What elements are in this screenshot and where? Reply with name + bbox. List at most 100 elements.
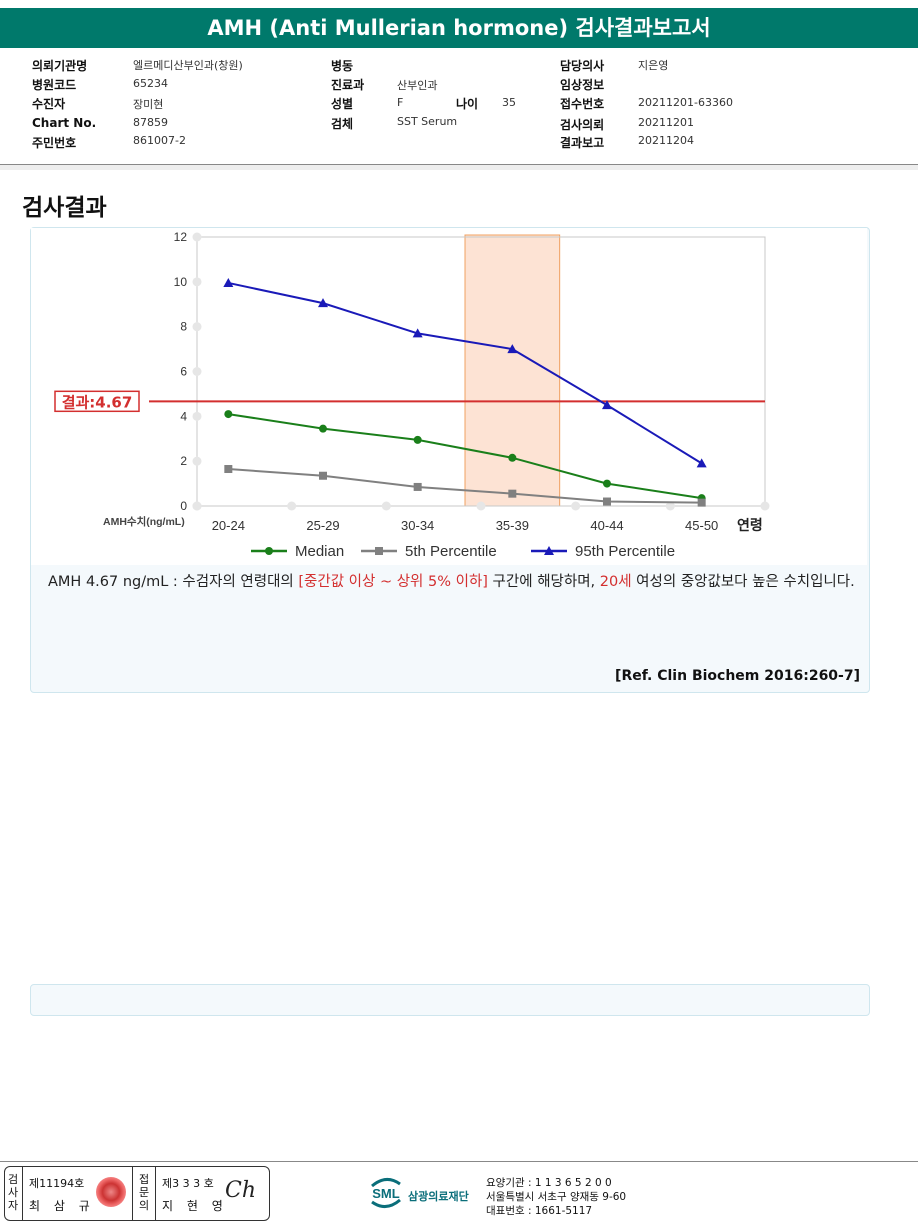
hospital-code-label: 병원코드 bbox=[32, 78, 77, 92]
chart-area: 0 2 4 6 8 10 12 20-24 25-29 30-34 35-39 40-44 45-50 A… bbox=[31, 228, 867, 565]
confirmer-name: 지 현 영 bbox=[162, 1199, 228, 1213]
institution-value: 엘르메디산부인과(창원) bbox=[133, 59, 243, 72]
result-comment: AMH 4.67 ng/mL : 수검자의 연령대의 [중간값 이상 ~ 상위 … bbox=[48, 571, 870, 594]
org-phone: 대표번호 : 1661-5117 bbox=[486, 1205, 593, 1217]
y-tick-dot bbox=[192, 232, 202, 242]
legend-swatch-marker bbox=[375, 547, 383, 555]
data-point bbox=[697, 498, 706, 507]
x-tick-dot bbox=[192, 501, 202, 511]
sex-value: F bbox=[397, 96, 404, 109]
resident-no-label: 주민번호 bbox=[32, 136, 77, 150]
clinical-info-label: 임상정보 bbox=[560, 78, 605, 92]
comment-suffix: 여성의 중앙값보다 높은 수치입니다. bbox=[631, 574, 855, 590]
legend-swatch-marker bbox=[544, 546, 554, 555]
patient-value: 장미현 bbox=[133, 98, 164, 111]
series-line bbox=[228, 413, 702, 500]
signature-box: 검사자 제11194호 최 삼 규 접문의 제3 3 3 호 지 현 영 bbox=[4, 1166, 270, 1221]
sml-logo-icon: SML bbox=[371, 1178, 401, 1208]
comment-middle: 구간에 해당하며, bbox=[487, 574, 600, 590]
y-tick-label: 8 bbox=[180, 320, 187, 334]
requested-date-value: 20211201 bbox=[638, 116, 694, 129]
empty-remark-box bbox=[30, 984, 870, 1016]
patient-label: 수진자 bbox=[32, 97, 66, 111]
comment-range: [중간값 이상 ~ 상위 5% 이하] bbox=[298, 574, 488, 590]
department-label: 진료과 bbox=[331, 78, 365, 92]
legend-label: Median bbox=[295, 543, 344, 560]
footer-divider bbox=[0, 1161, 918, 1162]
report-title: AMH (Anti Mullerian hormone) 검사결과보고서 bbox=[0, 8, 918, 48]
comment-age: 20세 bbox=[599, 574, 632, 590]
x-tick-dot bbox=[287, 501, 297, 511]
y-tick-label: 4 bbox=[180, 409, 187, 423]
reference: [Ref. Clin Biochem 2016:260-7] bbox=[615, 668, 860, 684]
data-point bbox=[224, 465, 233, 474]
series-line bbox=[228, 468, 702, 504]
data-point bbox=[224, 410, 233, 419]
examiner-name: 최 삼 규 bbox=[29, 1199, 95, 1213]
x-tick-dot bbox=[476, 501, 486, 511]
data-point bbox=[319, 424, 327, 433]
accession-value: 20211201-63360 bbox=[638, 96, 733, 109]
requested-date-label: 검사의뢰 bbox=[560, 118, 605, 132]
x-tick-label: 35-39 bbox=[496, 518, 529, 533]
provider-code: 요양기관 : 1 1 3 6 5 2 0 0 bbox=[486, 1177, 612, 1189]
amh-chart: 0 2 4 6 8 10 12 20-24 25-29 30-34 35-39 40-44 45-50 A… bbox=[54, 230, 770, 560]
confirmer-license: 제3 3 3 호 bbox=[162, 1177, 214, 1190]
reported-date-value: 20211204 bbox=[638, 134, 694, 147]
x-tick-dot bbox=[665, 501, 675, 511]
result-label: 결과:4.67 bbox=[62, 393, 133, 411]
legend-label: 95th Percentile bbox=[575, 543, 675, 560]
department-value: 산부인과 bbox=[397, 79, 438, 92]
y-tick-dot bbox=[192, 456, 202, 466]
specimen-label: 검체 bbox=[331, 117, 354, 131]
y-axis-label: AMH수치(ng/mL) bbox=[103, 515, 185, 528]
x-tick-dot bbox=[381, 501, 391, 511]
data-point bbox=[602, 400, 612, 410]
data-point bbox=[319, 471, 327, 480]
data-point bbox=[507, 344, 518, 354]
legend-swatch-marker bbox=[265, 547, 273, 555]
x-tick-label: 45-50 bbox=[685, 518, 718, 533]
divider bbox=[22, 1167, 23, 1220]
y-tick-dot bbox=[192, 322, 202, 332]
x-tick-label: 40-44 bbox=[590, 518, 623, 533]
divider bbox=[132, 1167, 133, 1220]
chart-no-value: 87859 bbox=[133, 116, 168, 129]
doctor-label: 담당의사 bbox=[560, 59, 605, 73]
data-point bbox=[412, 328, 423, 338]
y-tick-label: 12 bbox=[174, 230, 188, 244]
divider bbox=[0, 164, 918, 165]
data-point bbox=[413, 435, 422, 444]
examiner-license: 제11194호 bbox=[29, 1177, 85, 1190]
comment-prefix: AMH 4.67 ng/mL : 수검자의 연령대의 bbox=[48, 574, 299, 590]
y-tick-label: 2 bbox=[180, 454, 187, 468]
age-value: 35 bbox=[502, 96, 516, 109]
data-point bbox=[508, 453, 517, 462]
divider-shadow bbox=[0, 165, 918, 170]
data-point bbox=[413, 482, 422, 491]
data-point bbox=[508, 489, 517, 498]
sex-label: 성별 bbox=[331, 97, 354, 111]
y-tick-dot bbox=[192, 277, 202, 287]
doctor-value: 지은영 bbox=[638, 59, 669, 72]
data-point bbox=[223, 277, 234, 287]
y-tick-dot bbox=[192, 411, 202, 421]
logo-abbr: SML bbox=[372, 1186, 400, 1201]
y-tick-dot bbox=[192, 367, 202, 376]
data-point bbox=[318, 298, 328, 308]
highlight-band bbox=[464, 234, 561, 507]
org-address: 서울특별시 서초구 양재동 9-60 bbox=[486, 1191, 627, 1203]
series-line bbox=[228, 281, 703, 465]
result-label-box bbox=[54, 390, 140, 413]
x-tick-dot bbox=[760, 501, 770, 511]
hospital-code-value: 65234 bbox=[133, 77, 168, 90]
signature-icon: Ch bbox=[225, 1178, 257, 1203]
examiner-role-label: 검사자 bbox=[7, 1173, 19, 1212]
x-axis-label: 연령 bbox=[737, 518, 763, 534]
section-title: 검사결과 bbox=[22, 195, 107, 221]
resident-no-value: 861007-2 bbox=[133, 134, 186, 147]
x-tick-dot bbox=[571, 501, 581, 511]
data-point bbox=[603, 479, 611, 488]
chart-no-label: Chart No. bbox=[32, 116, 97, 130]
accession-label: 접수번호 bbox=[560, 97, 605, 111]
